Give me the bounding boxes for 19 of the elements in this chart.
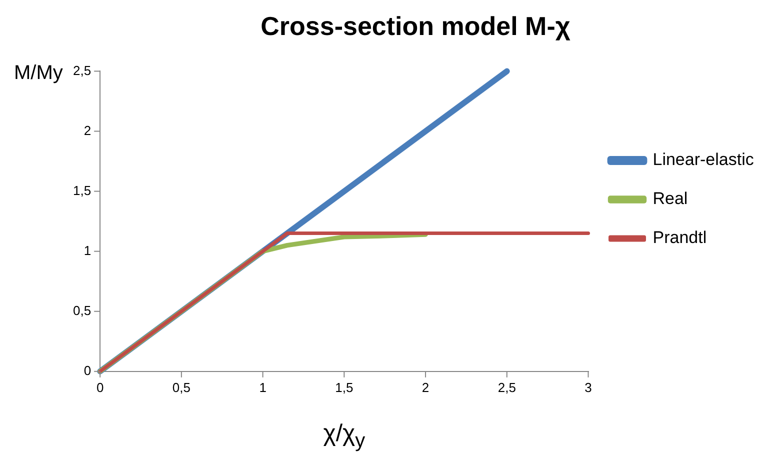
y-tick-label: 0,5 [72,302,92,318]
x-tick-label: 0,5 [172,380,190,395]
x-tick-label: 2 [422,380,430,395]
x-tick-label: 3 [584,380,592,395]
x-tick-label: 0 [96,380,104,395]
legend-label: Real [652,189,688,208]
x-tick-label: 1,5 [335,380,354,395]
legend-label: Linear-elastic [652,150,754,170]
y-tick-label: 1 [84,242,92,258]
y-tick-label: 0 [84,362,92,378]
y-tick-label: 1,5 [72,182,92,198]
x-tick-label: 1 [259,380,266,395]
y-tick-label: 2 [84,122,92,138]
chart-title: Cross-section model M-χ [260,10,570,41]
y-axis-title: M/My [14,62,63,85]
legend-label: Prandtl [652,228,707,248]
x-tick-label: 2,5 [498,380,516,395]
x-axis-title: χ/χ$_{y}$ [323,420,366,453]
y-tick-label: 2,5 [72,62,92,78]
